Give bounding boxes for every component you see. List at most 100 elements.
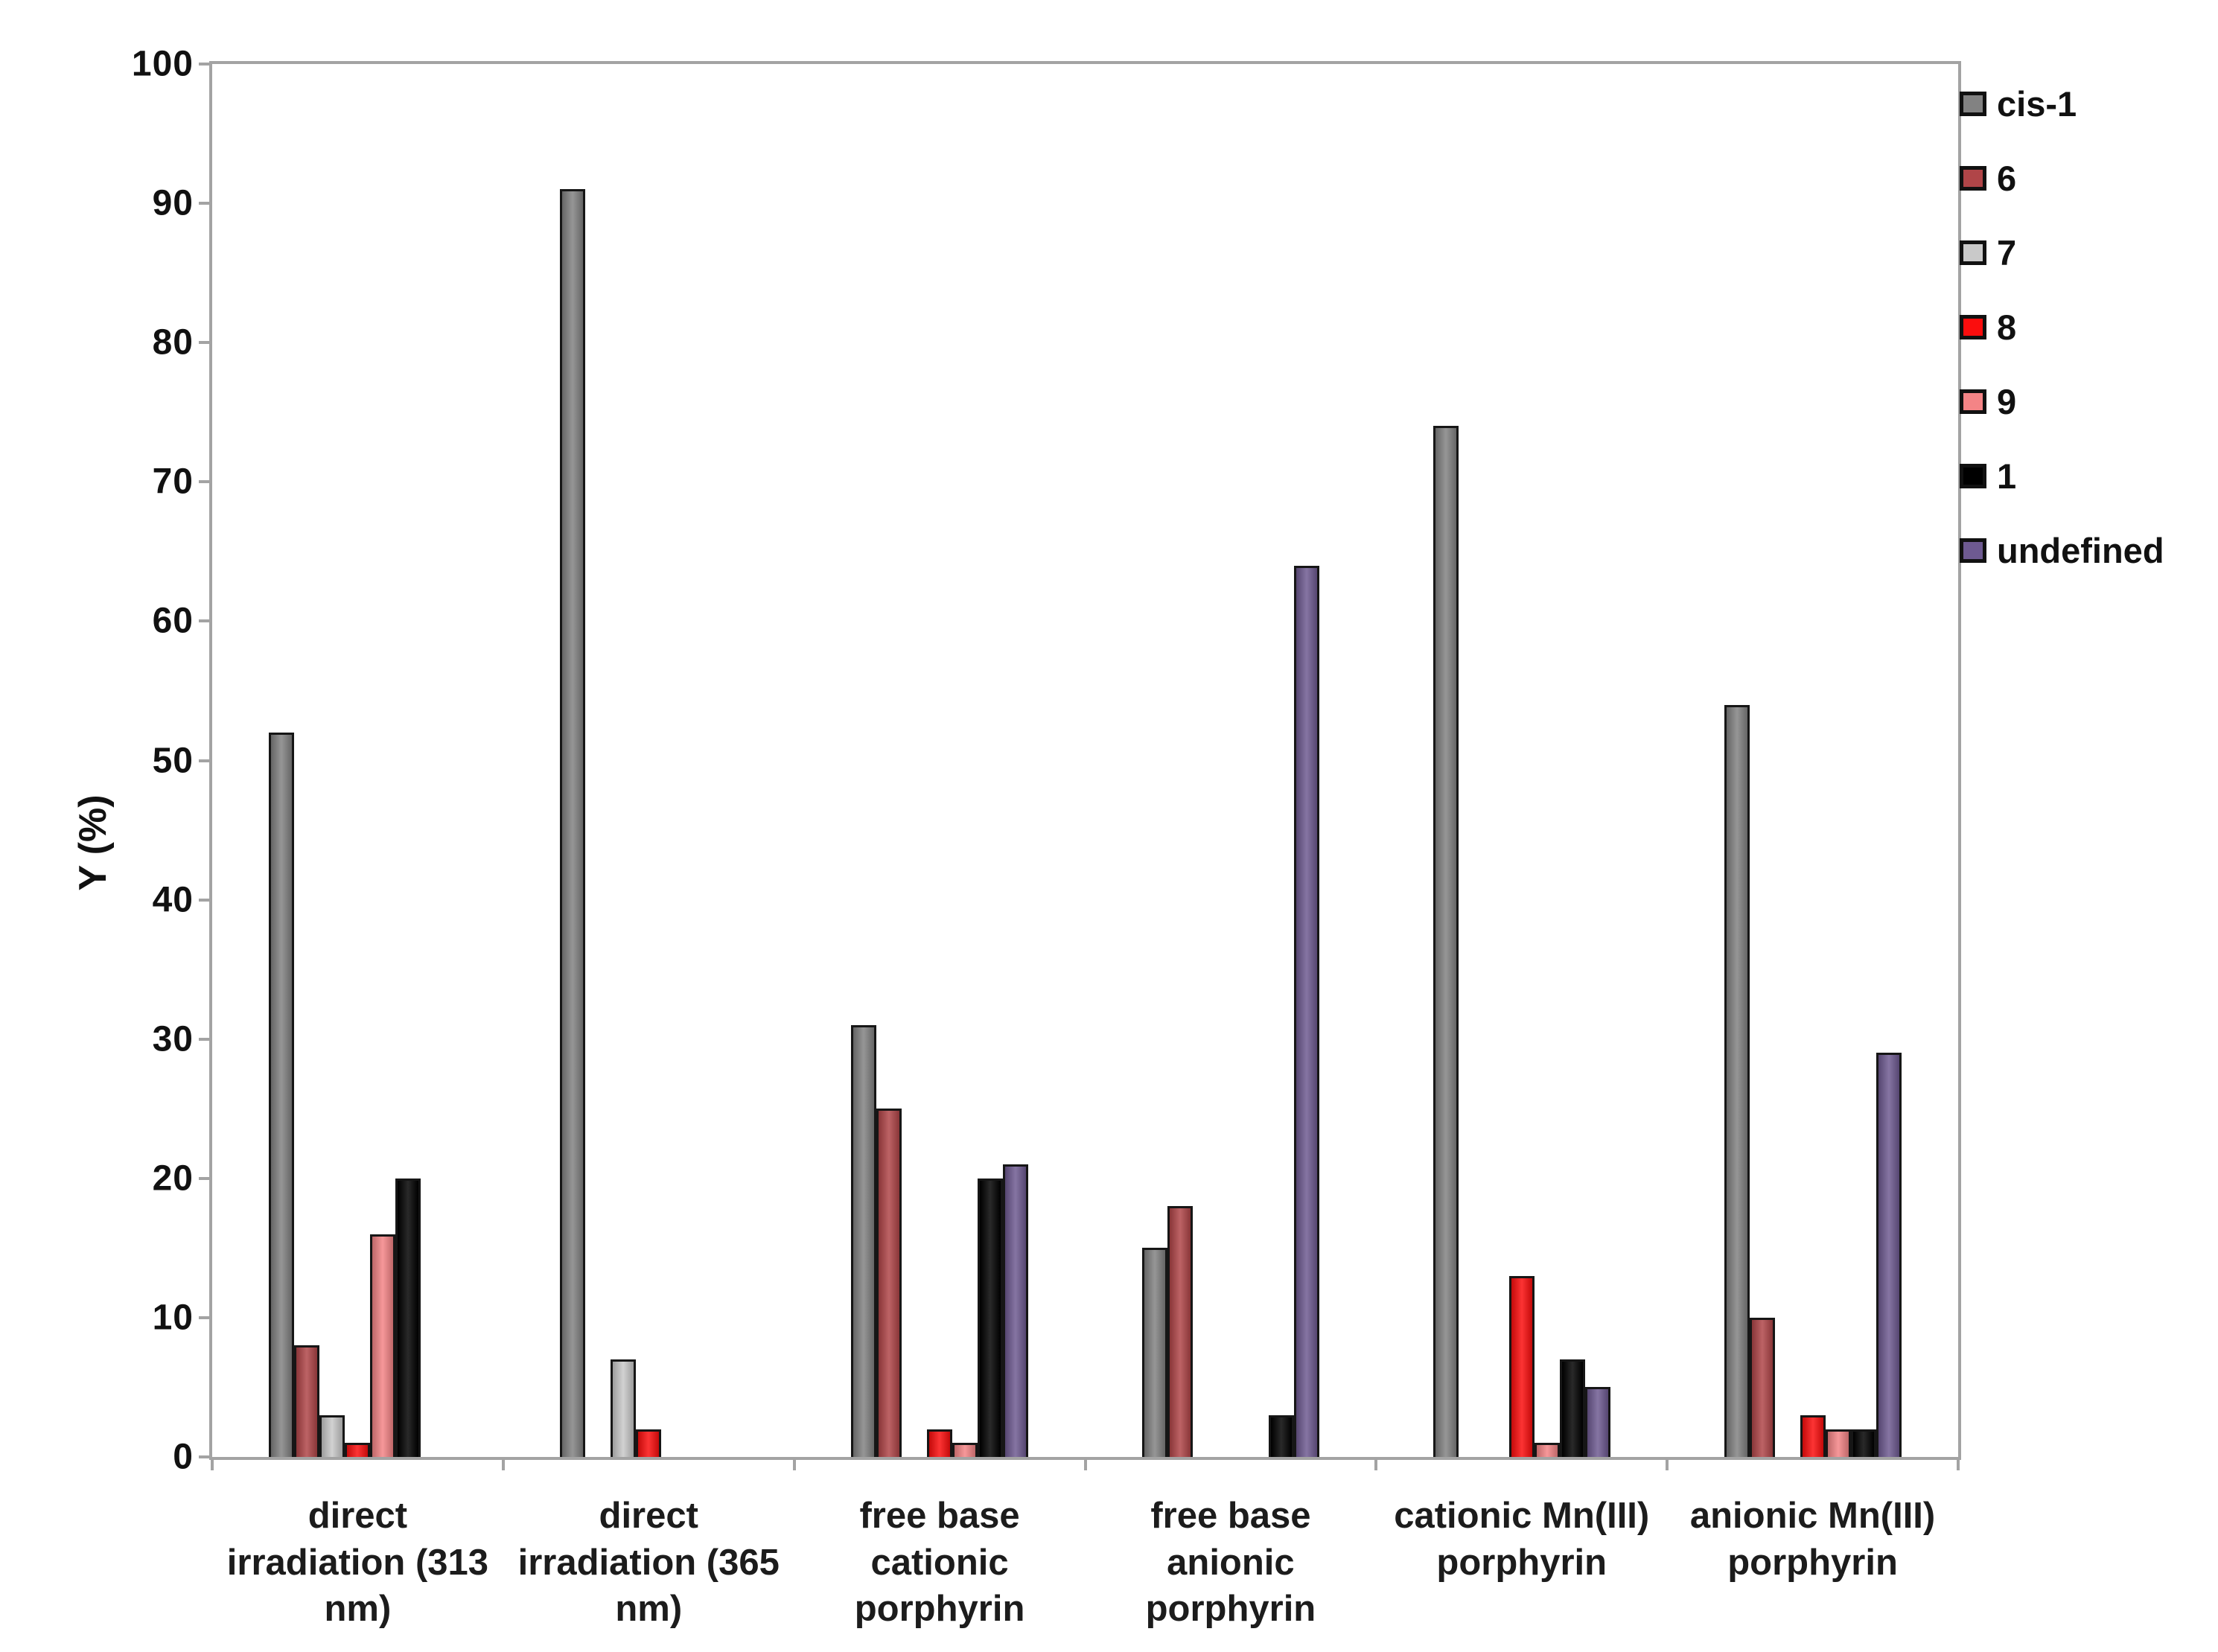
bar-undefined bbox=[1584, 1387, 1610, 1457]
category-label: direct irradiation (313 nm) bbox=[226, 1496, 489, 1630]
bar-sheen bbox=[853, 1027, 875, 1457]
y-tick-mark bbox=[199, 1315, 212, 1319]
bar-sheen bbox=[1270, 1417, 1292, 1457]
bar-sheen bbox=[398, 1180, 419, 1457]
bar-cis-1 bbox=[1724, 704, 1750, 1457]
y-tick-label: 10 bbox=[152, 1298, 194, 1338]
bar-sheen bbox=[1751, 1319, 1773, 1457]
bar-sheen bbox=[1144, 1250, 1165, 1457]
legend-item: 6 bbox=[1960, 158, 2016, 199]
bar-undefined bbox=[1003, 1164, 1029, 1457]
bar-undefined bbox=[1876, 1053, 1902, 1457]
x-tick-mark bbox=[1374, 1457, 1378, 1470]
bar-8 bbox=[636, 1429, 662, 1457]
bar-sheen bbox=[372, 1236, 394, 1457]
bar-cis-1 bbox=[1141, 1248, 1167, 1457]
legend-swatch bbox=[1960, 166, 1986, 191]
bar-group bbox=[794, 64, 1086, 1457]
bar-1 bbox=[395, 1178, 421, 1457]
bar-9 bbox=[1534, 1443, 1560, 1457]
y-tick-mark bbox=[199, 619, 212, 623]
legend-label: 1 bbox=[1997, 456, 2017, 496]
bar-group bbox=[1667, 64, 1958, 1457]
legend-label: 6 bbox=[1997, 159, 2017, 198]
bar-8 bbox=[927, 1429, 953, 1457]
bar-sheen bbox=[296, 1348, 318, 1457]
y-tick-mark bbox=[199, 759, 212, 762]
bar-6 bbox=[294, 1345, 320, 1457]
bar-sheen bbox=[1726, 707, 1747, 1457]
y-tick-label: 60 bbox=[152, 601, 194, 641]
legend-swatch bbox=[1960, 315, 1986, 339]
bar-sheen bbox=[271, 735, 293, 1457]
bar-sheen bbox=[1511, 1278, 1532, 1457]
y-tick-mark bbox=[199, 480, 212, 484]
bar-8 bbox=[345, 1443, 371, 1457]
bar-sheen bbox=[1878, 1055, 1899, 1457]
category-label: direct irradiation (365 nm) bbox=[517, 1496, 780, 1630]
bar-sheen bbox=[955, 1445, 976, 1457]
bar-6 bbox=[876, 1109, 902, 1457]
bar-sheen bbox=[1296, 567, 1317, 1457]
bar-cis-1 bbox=[560, 189, 586, 1457]
bar-sheen bbox=[980, 1180, 1001, 1457]
bar-7 bbox=[611, 1359, 637, 1457]
bar-sheen bbox=[347, 1445, 369, 1457]
y-tick-mark bbox=[199, 1455, 212, 1458]
legend-item: 1 bbox=[1960, 456, 2016, 497]
bar-1 bbox=[978, 1178, 1004, 1457]
legend-label: cis-1 bbox=[1997, 84, 2077, 124]
bar-1 bbox=[1268, 1415, 1294, 1457]
y-tick-label: 20 bbox=[152, 1158, 194, 1199]
bar-cis-1 bbox=[1433, 426, 1459, 1457]
legend-label: 9 bbox=[1997, 382, 2017, 421]
bar-7 bbox=[319, 1415, 345, 1457]
category-label: free base anionic porphyrin bbox=[1145, 1496, 1316, 1630]
legend-label: undefined bbox=[1997, 531, 2164, 570]
bar-sheen bbox=[613, 1362, 634, 1457]
bar-sheen bbox=[1169, 1208, 1191, 1457]
y-tick-label: 40 bbox=[152, 880, 194, 920]
bar-cis-1 bbox=[269, 733, 295, 1457]
bar-group bbox=[1376, 64, 1667, 1457]
y-tick-mark bbox=[199, 63, 212, 66]
x-tick-mark bbox=[792, 1457, 796, 1470]
bar-sheen bbox=[1802, 1417, 1823, 1457]
legend-item: cis-1 bbox=[1960, 83, 2077, 124]
y-tick-mark bbox=[199, 1037, 212, 1041]
y-tick-label: 90 bbox=[152, 183, 194, 223]
bar-1 bbox=[1850, 1429, 1876, 1457]
category-label: anionic Mn(III) porphyrin bbox=[1689, 1496, 1936, 1583]
bar-cis-1 bbox=[851, 1025, 877, 1457]
y-tick-mark bbox=[199, 898, 212, 902]
legend-swatch bbox=[1960, 240, 1986, 265]
bar-8 bbox=[1800, 1415, 1826, 1457]
bar-sheen bbox=[1827, 1431, 1849, 1457]
bar-6 bbox=[1749, 1317, 1775, 1457]
x-tick-mark bbox=[501, 1457, 505, 1470]
y-tick-label: 70 bbox=[152, 462, 194, 502]
bar-9 bbox=[370, 1234, 396, 1457]
y-tick-label: 100 bbox=[131, 44, 194, 84]
legend-swatch bbox=[1960, 389, 1986, 414]
y-tick-mark bbox=[199, 1176, 212, 1180]
y-tick-label: 80 bbox=[152, 322, 194, 363]
bar-sheen bbox=[1852, 1431, 1874, 1457]
bar-sheen bbox=[929, 1431, 951, 1457]
bar-undefined bbox=[1293, 565, 1319, 1457]
legend-swatch bbox=[1960, 464, 1986, 488]
y-tick-label: 50 bbox=[152, 741, 194, 780]
x-tick-mark bbox=[211, 1457, 214, 1470]
plot-area bbox=[209, 61, 1961, 1460]
bar-sheen bbox=[322, 1417, 343, 1457]
bar-sheen bbox=[1005, 1167, 1027, 1457]
y-tick-mark bbox=[199, 202, 212, 205]
legend-item: undefined bbox=[1960, 530, 2164, 571]
bar-group bbox=[1086, 64, 1377, 1457]
x-tick-mark bbox=[1666, 1457, 1669, 1470]
y-tick-mark bbox=[199, 341, 212, 345]
bar-sheen bbox=[1561, 1362, 1583, 1457]
category-label: cationic Mn(III) porphyrin bbox=[1394, 1496, 1650, 1583]
bar-sheen bbox=[1587, 1389, 1608, 1457]
